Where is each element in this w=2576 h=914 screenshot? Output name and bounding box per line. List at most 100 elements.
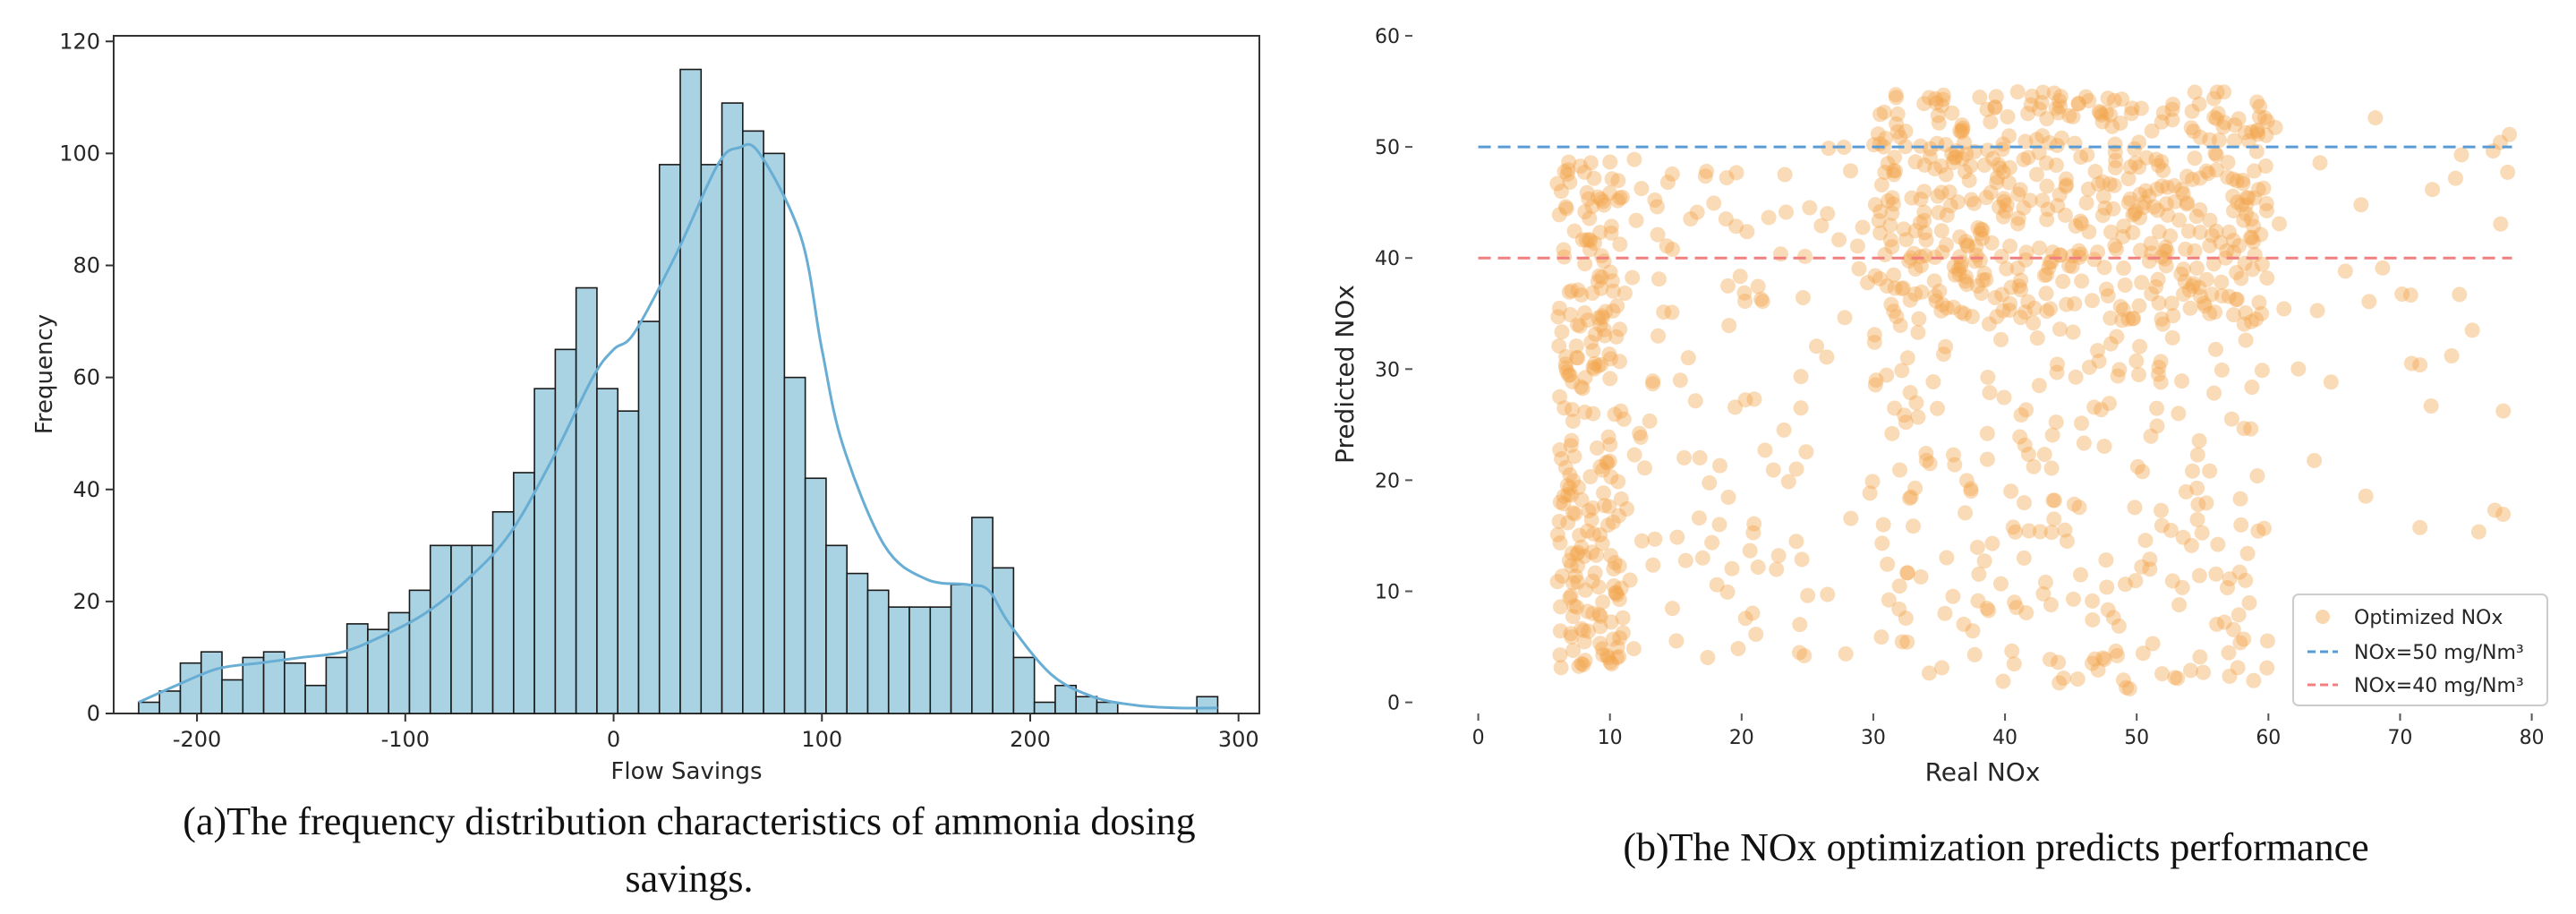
scatter-point: [2125, 207, 2141, 223]
scatter-point: [2158, 258, 2174, 274]
scatter-point: [2259, 633, 2275, 649]
scatter-point: [1897, 407, 1913, 423]
scatter-point: [2043, 597, 2059, 613]
scatter-point: [1955, 123, 1971, 139]
scatter-point: [2225, 233, 2241, 249]
scatter-point: [2045, 492, 2061, 508]
scatter-point: [1613, 491, 1629, 507]
scatter-point: [1946, 259, 1962, 275]
scatter-point: [2131, 366, 2147, 382]
scatter-point: [1934, 244, 1950, 261]
x-tick-label: 300: [1218, 727, 1259, 752]
scatter-point: [1728, 165, 1744, 181]
scatter-point: [2307, 452, 2323, 468]
scatter-point: [2258, 127, 2274, 143]
scatter-point: [1577, 370, 1593, 386]
scatter-point: [1899, 565, 1915, 581]
scatter-point: [2131, 298, 2147, 314]
histogram-bar: [617, 410, 640, 714]
scatter-point: [1945, 447, 1961, 463]
scatter-point: [1596, 321, 1612, 337]
scatter-point: [1985, 150, 2001, 167]
scatter-point: [1599, 455, 1616, 471]
scatter-point: [2026, 315, 2042, 331]
scatter-point: [2151, 224, 2167, 240]
scatter-point: [1899, 350, 1915, 366]
scatter-point: [1626, 447, 1642, 463]
scatter-point: [2204, 286, 2220, 303]
scatter-point: [2096, 260, 2112, 276]
scatter-point: [1879, 278, 1895, 295]
scatter-point: [2102, 175, 2118, 192]
scatter-point: [1628, 212, 1644, 228]
scatter-point: [2109, 329, 2125, 345]
scatter-point: [2233, 517, 2249, 533]
scatter-point: [2257, 158, 2273, 174]
histogram-bar: [992, 567, 1015, 714]
scatter-point: [1566, 223, 1582, 239]
scatter-point: [2108, 643, 2124, 659]
scatter-point: [1843, 163, 1859, 179]
scatter-point: [1794, 551, 1810, 568]
scatter-point: [1910, 324, 1926, 340]
scatter-point: [2153, 502, 2169, 518]
scatter-point: [1571, 479, 1587, 495]
scatter-point: [2069, 671, 2086, 687]
scatter-point: [2222, 668, 2238, 684]
scatter-point: [1894, 363, 1910, 379]
scatter-point: [1570, 574, 1586, 590]
scatter-point: [2125, 225, 2141, 241]
scatter-point: [1882, 232, 1898, 248]
scatter-point: [2189, 447, 2205, 463]
scatter-point: [1921, 90, 1937, 106]
scatter-point: [1612, 236, 1628, 252]
y-tick-label: 0: [1387, 693, 1400, 715]
scatter-point: [2149, 181, 2165, 197]
scatter-point: [1892, 317, 1908, 333]
scatter-point: [2394, 286, 2410, 303]
scatter-point: [2032, 240, 2048, 256]
scatter-point: [1557, 348, 1574, 364]
scatter-point: [2142, 551, 2158, 568]
histogram-bar: [596, 388, 618, 714]
histogram-bar: [637, 320, 661, 714]
scatter-point: [2134, 275, 2150, 291]
scatter-point: [2022, 192, 2038, 209]
histogram-bar: [179, 662, 202, 714]
scatter-point: [2367, 110, 2384, 126]
scatter-point: [2094, 402, 2110, 418]
scatter-point: [1580, 312, 1596, 329]
scatter-point: [2198, 271, 2214, 287]
scatter-point: [1927, 90, 1943, 107]
scatter-point: [1939, 550, 1955, 566]
scatter-point: [2162, 522, 2179, 538]
scatter-point: [2174, 373, 2190, 389]
scatter-point: [1562, 307, 1578, 323]
scatter-point: [2013, 310, 2029, 326]
scatter-point: [1930, 107, 1946, 124]
histogram-bar: [971, 517, 994, 714]
scatter-point: [2228, 291, 2244, 307]
scatter-point: [2259, 270, 2275, 286]
scatter-point: [2079, 147, 2095, 163]
scatter-point: [2259, 660, 2275, 676]
scatter-point: [2213, 274, 2230, 290]
scatter-point: [2099, 579, 2115, 595]
scatter-point: [1587, 565, 1603, 581]
scatter-point: [1916, 204, 1932, 220]
scatter-point: [1918, 446, 1934, 462]
scatter-point: [2183, 120, 2199, 136]
scatter-point: [2115, 672, 2131, 688]
scatter-point: [2190, 497, 2206, 513]
scatter-point: [2254, 363, 2270, 379]
scatter-point: [1916, 184, 1932, 200]
scatter-point: [1958, 234, 1974, 250]
scatter-point: [2116, 218, 2132, 235]
scatter-point: [1586, 361, 1602, 377]
scatter-point: [2034, 192, 2051, 209]
scatter-point: [2225, 188, 2241, 204]
scatter-point: [1551, 300, 1567, 316]
scatter-point: [1899, 634, 1915, 650]
scatter-point: [2070, 95, 2086, 111]
histogram-bar: [200, 651, 223, 714]
